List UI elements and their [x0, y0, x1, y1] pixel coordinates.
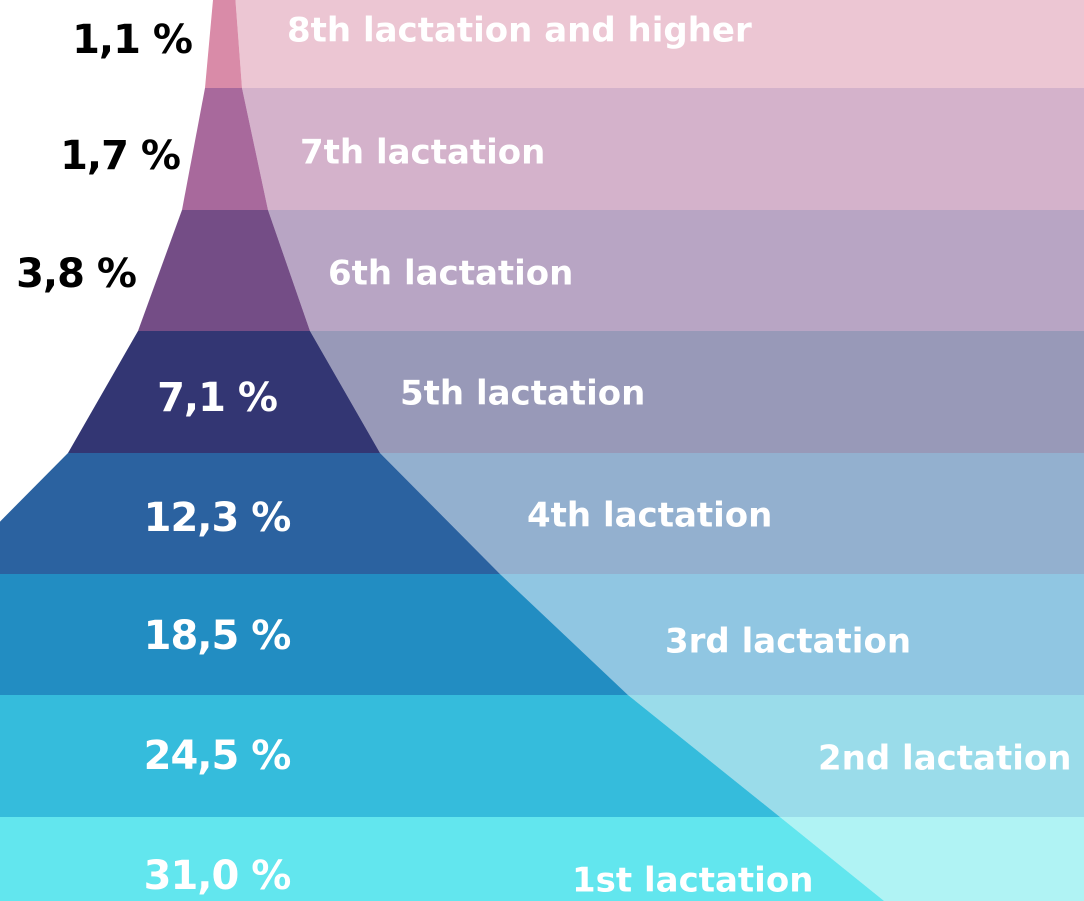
band-background — [780, 817, 1084, 901]
pyramid-segment — [0, 817, 885, 901]
category-label: 8th lactation and higher — [287, 11, 752, 51]
category-label: 5th lactation — [400, 374, 645, 414]
category-label: 6th lactation — [328, 254, 573, 294]
category-label: 7th lactation — [300, 133, 545, 173]
band-background — [235, 0, 1084, 88]
pyramid-segment — [0, 574, 628, 695]
category-label: 4th lactation — [527, 496, 772, 536]
pyramid-segment — [205, 0, 242, 88]
band-background — [500, 574, 1084, 695]
value-label: 18,5 % — [144, 613, 291, 659]
category-label: 3rd lactation — [665, 622, 911, 662]
value-label: 1,7 % — [60, 133, 180, 179]
value-label: 12,3 % — [144, 495, 291, 541]
value-label: 7,1 % — [157, 375, 277, 421]
pyramid-segment — [68, 331, 380, 453]
pyramid-segment — [0, 453, 500, 574]
value-label: 1,1 % — [72, 17, 192, 63]
band-background — [310, 331, 1084, 453]
pyramid-segment — [0, 695, 780, 817]
band-background — [268, 210, 1084, 331]
pyramid-segment — [182, 88, 268, 210]
category-label: 1st lactation — [572, 861, 813, 901]
value-label: 24,5 % — [144, 733, 291, 779]
pyramid-segment — [138, 210, 310, 331]
band-background — [380, 453, 1084, 574]
value-label: 31,0 % — [144, 853, 291, 899]
category-label: 2nd lactation — [818, 739, 1071, 779]
value-label: 3,8 % — [16, 251, 136, 297]
band-background — [242, 88, 1084, 210]
